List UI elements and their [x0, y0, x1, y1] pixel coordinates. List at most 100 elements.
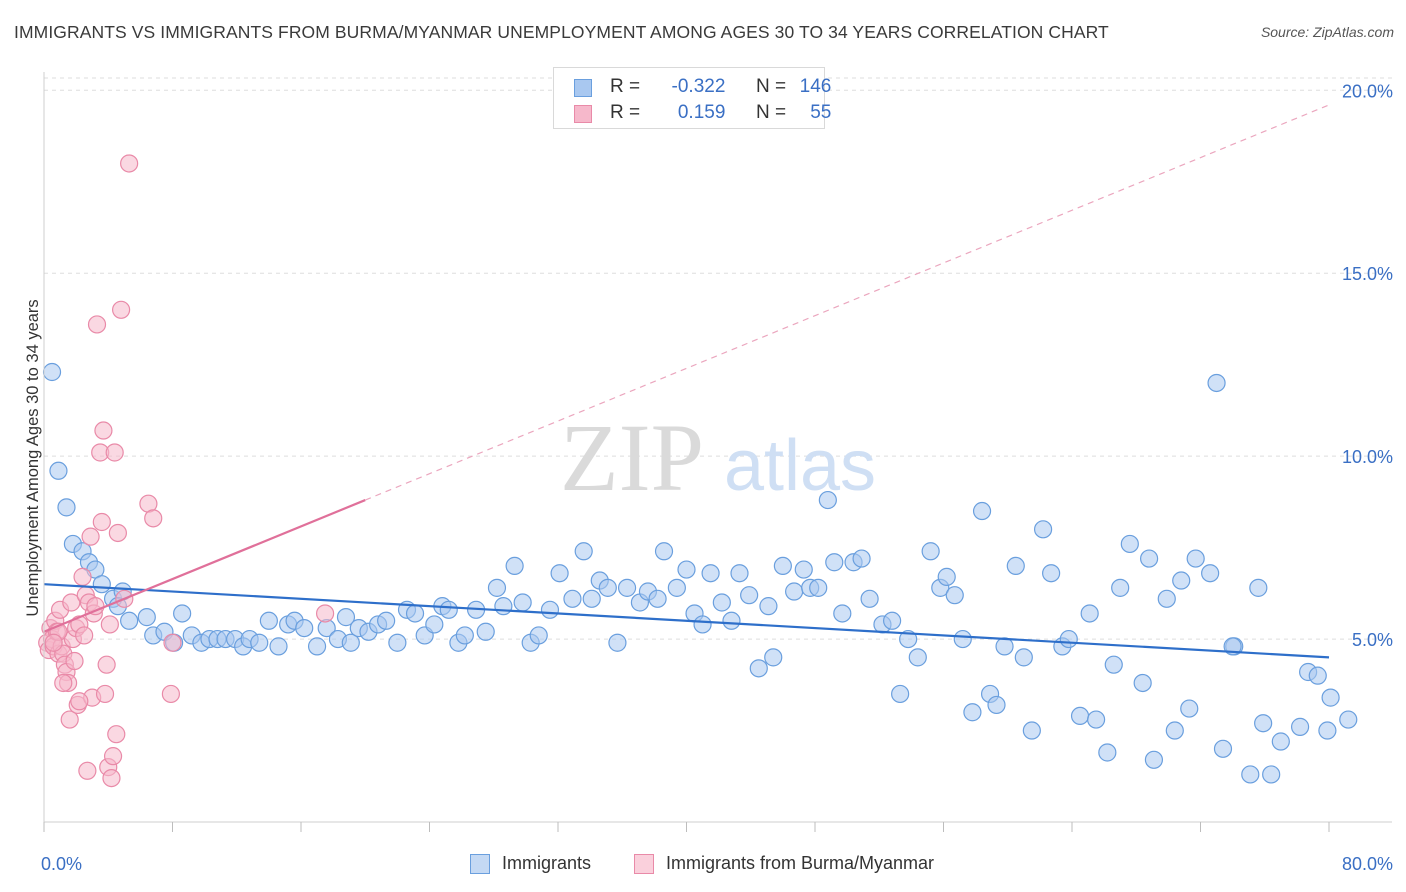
- immigrants-point: [1172, 571, 1191, 590]
- immigrants-point: [608, 633, 627, 652]
- immigrants-point: [57, 498, 76, 517]
- immigrants-point: [49, 461, 68, 480]
- immigrants-point: [764, 648, 783, 667]
- immigrants-point: [882, 611, 902, 630]
- burma-point: [92, 512, 111, 532]
- immigrants-point: [945, 586, 964, 605]
- immigrants-point: [833, 604, 852, 623]
- burma-point: [54, 673, 73, 693]
- immigrants-point: [677, 560, 696, 579]
- immigrants-point: [1014, 648, 1033, 667]
- immigrants-point: [1249, 578, 1268, 597]
- immigrants-point: [1157, 589, 1176, 608]
- immigrants-point: [1271, 732, 1290, 751]
- n-label: N =: [755, 102, 787, 123]
- immigrants-point: [701, 564, 720, 583]
- x-tick-label: 0.0%: [41, 854, 82, 874]
- stats-legend: R = -0.322 N = 146 R = 0.159 N = 55: [553, 67, 831, 129]
- immigrants-point: [809, 578, 828, 597]
- immigrants-point: [388, 633, 407, 652]
- legend-swatch-pink: [634, 854, 654, 874]
- immigrants-point: [654, 542, 674, 561]
- immigrants-point: [1059, 629, 1078, 649]
- immigrants-point: [1144, 750, 1164, 769]
- immigrants-point: [1318, 721, 1337, 740]
- burma-point: [163, 633, 182, 652]
- burma-point: [111, 300, 131, 319]
- immigrants-point: [921, 542, 940, 561]
- immigrants-point: [1207, 373, 1226, 393]
- immigrants-point: [891, 684, 910, 704]
- burma-point: [70, 692, 89, 711]
- burma-point: [75, 626, 94, 645]
- burma-point: [73, 567, 92, 586]
- immigrants-point: [505, 556, 524, 576]
- legend-swatch-blue: [470, 854, 490, 874]
- immigrants-point: [1339, 710, 1358, 729]
- burma-trend-line: [43, 499, 366, 633]
- immigrants-point: [1033, 520, 1053, 539]
- immigrants-point: [269, 637, 288, 656]
- immigrants-point: [1070, 706, 1090, 726]
- immigrants-point: [1080, 604, 1099, 623]
- x-tick-label: 80.0%: [1342, 854, 1393, 874]
- immigrants-point: [540, 600, 560, 619]
- burma-trend-extension: [365, 104, 1330, 501]
- burma-point: [315, 604, 335, 623]
- immigrants-point: [574, 542, 593, 561]
- burma-point: [65, 651, 84, 671]
- source-label: Source: ZipAtlas.com: [1260, 24, 1394, 40]
- burma-point: [108, 523, 127, 543]
- immigrants-point: [92, 575, 111, 594]
- chart-title: IMMIGRANTS VS IMMIGRANTS FROM BURMA/MYAN…: [14, 22, 1109, 42]
- stats-text: R = -0.322 N = 146: [610, 76, 831, 98]
- immigrants-point: [1139, 549, 1159, 568]
- immigrants-point: [825, 553, 844, 572]
- immigrants-point: [860, 589, 879, 608]
- burma-point: [87, 315, 107, 334]
- immigrants-point: [377, 611, 396, 630]
- immigrants-point: [759, 597, 778, 616]
- r-value: 0.159: [677, 102, 726, 123]
- immigrants-point: [852, 549, 871, 568]
- immigrants-point: [648, 589, 667, 608]
- points-layer: [38, 154, 1358, 788]
- immigrants-point: [582, 589, 601, 608]
- immigrants-point: [137, 608, 156, 627]
- burma-point: [100, 615, 119, 634]
- immigrants-point: [307, 637, 327, 656]
- immigrants-point: [1201, 564, 1220, 583]
- immigrants-point: [730, 564, 749, 583]
- immigrants-point: [476, 622, 495, 641]
- immigrants-point: [336, 608, 356, 627]
- y-tick-label: 20.0%: [1342, 81, 1393, 101]
- burma-point: [107, 725, 126, 744]
- immigrants-point: [1086, 710, 1106, 729]
- immigrants-point: [937, 567, 956, 586]
- immigrants-point: [494, 597, 513, 616]
- immigrants-point: [439, 600, 458, 619]
- immigrants-point: [1186, 549, 1205, 568]
- immigrants-point: [1321, 688, 1340, 707]
- immigrants-point: [1308, 666, 1327, 685]
- immigrants-point: [425, 615, 444, 634]
- immigrants-point: [1180, 699, 1199, 718]
- burma-point: [120, 154, 139, 173]
- immigrants-point: [712, 593, 731, 612]
- n-value: 146: [799, 76, 832, 97]
- n-label: N =: [755, 76, 787, 97]
- immigrants-point: [693, 615, 712, 634]
- series-legend: Immigrants Immigrants from Burma/Myanmar: [0, 852, 1406, 878]
- immigrants-point: [995, 637, 1014, 656]
- immigrants-point: [749, 659, 768, 678]
- axis-layer: 5.0% 10.0% 15.0% 20.0% 0.0% 80.0%: [41, 72, 1393, 874]
- immigrants-point: [1120, 534, 1139, 554]
- burma-point: [102, 768, 121, 788]
- burma-point: [105, 443, 124, 462]
- immigrants-point: [598, 578, 617, 597]
- immigrants-point: [513, 593, 532, 612]
- immigrants-point: [1006, 556, 1025, 576]
- immigrants-point: [740, 586, 759, 605]
- immigrants-point: [295, 618, 314, 638]
- immigrants-point: [1213, 739, 1233, 758]
